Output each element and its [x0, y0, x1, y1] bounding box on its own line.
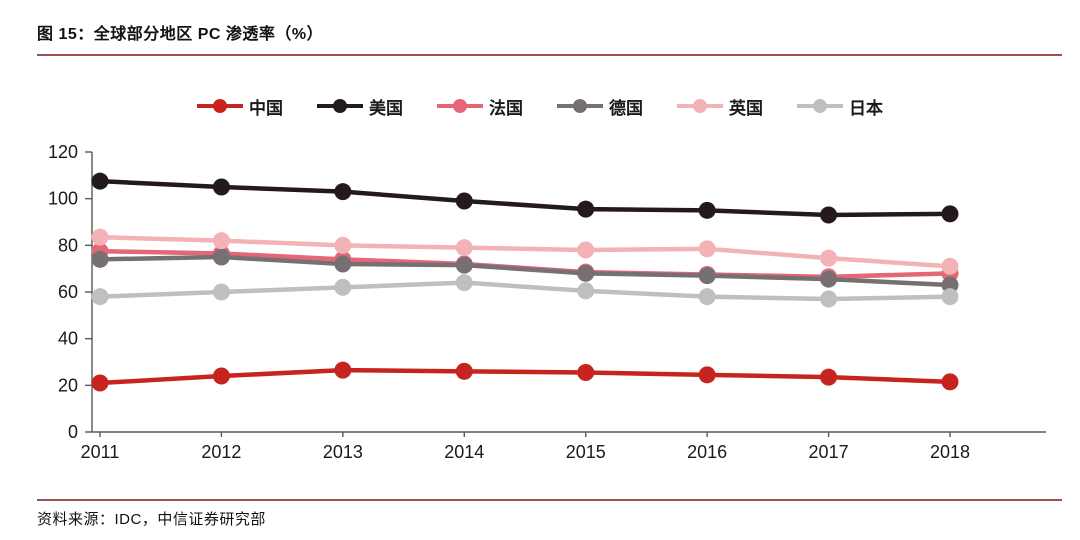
series-point-usa-2012: [212, 178, 230, 196]
series-point-germany-2011: [91, 250, 109, 268]
series-point-japan-2011: [91, 288, 109, 306]
series-point-uk-2018: [941, 257, 959, 275]
series-point-china-2014: [455, 362, 473, 380]
legend-marker-icon: [557, 99, 603, 114]
figure-source: 资料来源：IDC，中信证券研究部: [37, 511, 266, 528]
x-axis-tick-label: 2012: [201, 442, 241, 462]
series-point-uk-2015: [577, 241, 595, 259]
series-point-usa-2017: [820, 206, 838, 224]
series-point-uk-2016: [698, 240, 716, 258]
series-point-japan-2012: [212, 283, 230, 301]
series-china: [91, 361, 959, 392]
series-point-germany-2014: [455, 256, 473, 274]
legend-marker-icon: [317, 99, 363, 114]
series-point-china-2017: [820, 368, 838, 386]
figure-title: 图 15：全球部分地区 PC 渗透率（%）: [37, 26, 324, 43]
legend-marker-icon: [437, 99, 483, 114]
series-point-usa-2013: [334, 183, 352, 201]
y-axis-tick-label: 40: [58, 329, 78, 349]
series-point-china-2012: [212, 367, 230, 385]
x-axis-tick-label: 2014: [444, 442, 484, 462]
series-line-uk: [97, 234, 953, 269]
legend-item-uk: 英国: [677, 94, 763, 119]
y-axis-tick-label: 80: [58, 235, 78, 255]
series-point-uk-2011: [91, 228, 109, 246]
legend-label: 中国: [249, 98, 283, 118]
series-point-japan-2014: [455, 274, 473, 292]
series-point-japan-2018: [941, 288, 959, 306]
series-point-usa-2011: [91, 172, 109, 190]
legend-item-germany: 德国: [557, 94, 643, 119]
series-point-japan-2013: [334, 278, 352, 296]
series-line-usa: [97, 178, 953, 218]
series-uk: [91, 228, 959, 275]
y-axis-tick-label: 0: [68, 422, 78, 442]
x-axis-tick-label: 2016: [687, 442, 727, 462]
legend-item-usa: 美国: [317, 94, 403, 119]
y-axis-tick-label: 120: [48, 142, 78, 162]
series-point-china-2016: [698, 366, 716, 384]
legend-marker-icon: [677, 99, 723, 114]
legend-item-china: 中国: [197, 94, 283, 119]
x-axis-tick-label: 2011: [81, 442, 120, 462]
legend-label: 英国: [729, 98, 763, 118]
x-axis-tick-label: 2013: [323, 442, 363, 462]
series-point-china-2011: [91, 374, 109, 392]
footer-divider: [37, 499, 1062, 501]
series-point-germany-2018: [941, 276, 959, 294]
series-point-usa-2014: [455, 192, 473, 210]
y-axis-tick-label: 100: [48, 189, 78, 209]
legend-item-japan: 日本: [797, 94, 883, 119]
series-point-japan-2017: [820, 290, 838, 308]
series-germany: [91, 248, 959, 294]
legend-label: 日本: [849, 98, 883, 118]
legend-label: 法国: [489, 98, 523, 118]
series-point-germany-2017: [820, 270, 838, 288]
series-point-uk-2017: [820, 249, 838, 267]
series-line-germany: [97, 254, 953, 288]
series-point-uk-2013: [334, 236, 352, 254]
series-japan: [91, 274, 959, 308]
chart-legend: 中国 美国 法国 德国 英国 日本: [0, 94, 1080, 118]
series-line-japan: [97, 280, 953, 302]
series-point-japan-2016: [698, 288, 716, 306]
legend-label: 德国: [609, 98, 643, 118]
x-axis-tick-label: 2017: [809, 442, 849, 462]
series-point-usa-2016: [698, 201, 716, 219]
legend-label: 美国: [369, 98, 403, 118]
y-axis-tick-label: 60: [58, 282, 78, 302]
x-axis-tick-label: 2015: [566, 442, 606, 462]
series-point-uk-2014: [455, 239, 473, 257]
series-point-germany-2013: [334, 255, 352, 273]
series-point-japan-2015: [577, 282, 595, 300]
series-line-china: [97, 367, 953, 386]
series-point-usa-2018: [941, 205, 959, 223]
x-axis-tick-label: 2018: [930, 442, 970, 462]
series-point-uk-2012: [212, 232, 230, 250]
title-divider: [37, 54, 1062, 56]
series-point-china-2015: [577, 364, 595, 381]
series-point-china-2013: [334, 361, 352, 379]
series-point-china-2018: [941, 373, 959, 391]
legend-marker-icon: [197, 99, 243, 114]
y-axis-tick-label: 20: [58, 375, 78, 395]
legend-item-france: 法国: [437, 94, 523, 119]
series-point-germany-2016: [698, 267, 716, 285]
series-point-germany-2015: [577, 264, 595, 282]
legend-marker-icon: [797, 99, 843, 114]
series-usa: [91, 172, 959, 224]
series-point-usa-2015: [577, 200, 595, 218]
series-point-germany-2012: [212, 248, 230, 266]
